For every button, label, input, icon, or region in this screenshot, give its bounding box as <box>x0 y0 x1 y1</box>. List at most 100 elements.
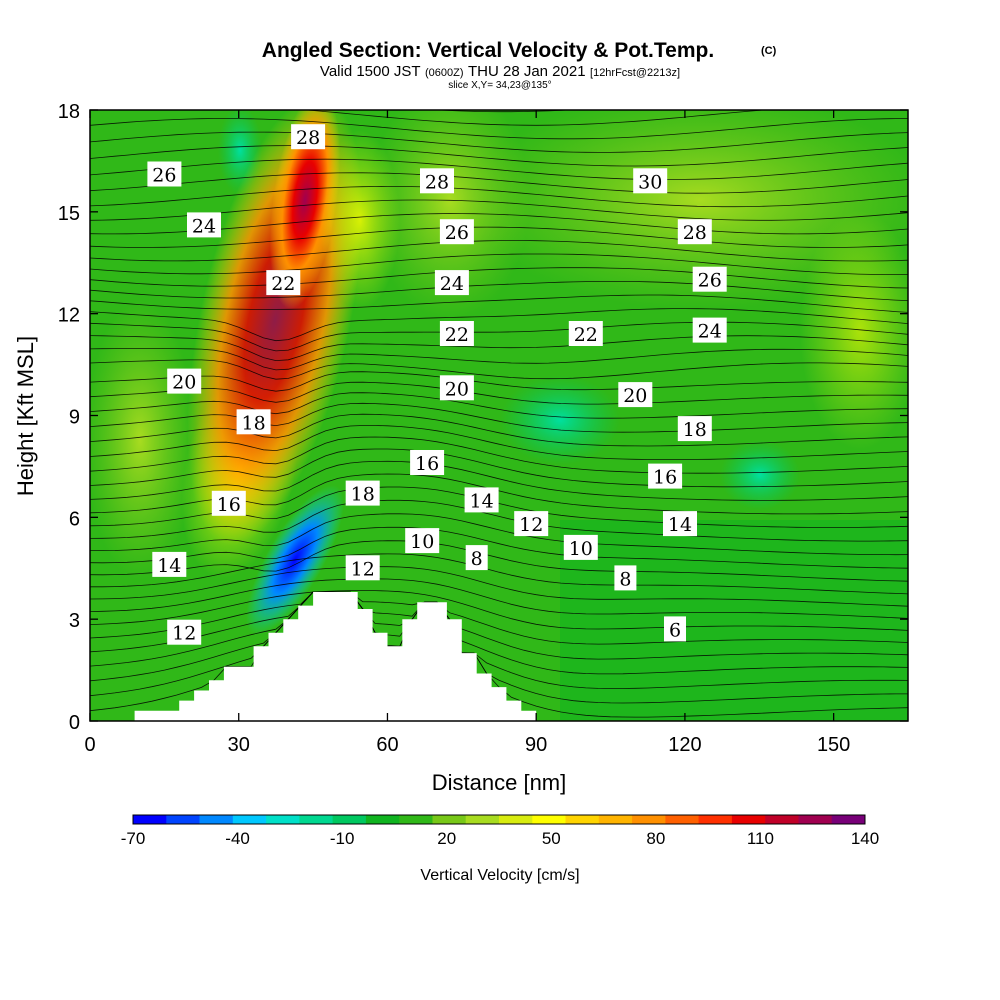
isentrope-line <box>90 526 908 569</box>
contour-label: 20 <box>439 375 474 401</box>
isentrope-line <box>90 118 908 140</box>
x-tick-label: 60 <box>376 734 398 756</box>
contour-label: 24 <box>434 270 469 296</box>
contour-label-text: 20 <box>445 378 469 400</box>
isentrope-line <box>90 308 908 342</box>
colorbar-tick-label: -10 <box>330 829 355 848</box>
colorbar-swatch <box>465 815 500 824</box>
contour-label: 16 <box>410 450 445 475</box>
contour-label-text: 18 <box>351 484 375 506</box>
contour-label: 28 <box>677 219 712 245</box>
contour-label-text: 28 <box>425 171 449 193</box>
isentrope-line <box>90 267 908 289</box>
colorbar-swatch <box>133 815 167 824</box>
isentrope-line <box>90 578 908 619</box>
isentrope-line <box>90 253 908 275</box>
contour-label: 18 <box>677 416 712 442</box>
velocity-region-green-lower-right <box>560 520 908 720</box>
isentrope-line <box>90 281 908 301</box>
isentrope-line <box>301 110 768 126</box>
x-axis-title: Distance [nm] <box>432 770 567 795</box>
contour-label-text: 22 <box>574 324 598 346</box>
isentrope-line <box>90 172 908 194</box>
isentrope-line <box>90 240 908 262</box>
colorbar-swatch <box>598 815 633 824</box>
title-mark: (C) <box>761 45 777 57</box>
pot-temp-contours <box>90 110 908 718</box>
colorbar: -70 -40 -10 20 50 80 110 140 <box>121 814 879 848</box>
contour-label-text: 12 <box>172 623 196 645</box>
contour-label: 8 <box>614 565 637 591</box>
y-axis-title: Height [Kft MSL] <box>13 336 38 496</box>
contour-label: 18 <box>345 480 380 506</box>
isentrope-line <box>90 381 908 405</box>
contour-label: 28 <box>291 124 326 150</box>
contour-label: 6 <box>664 616 686 642</box>
contour-label: 22 <box>439 321 474 346</box>
isentrope-line <box>90 540 908 582</box>
contour-label-text: 14 <box>668 514 692 536</box>
contour-label-text: 20 <box>172 372 196 394</box>
colorbar-swatch <box>432 815 467 824</box>
velocity-plume-yellow-upper <box>320 130 400 310</box>
colorbar-swatch <box>299 815 334 824</box>
x-tick-label: 0 <box>84 734 95 756</box>
contour-label: 26 <box>692 266 727 292</box>
y-tick-label: 18 <box>58 101 80 123</box>
isentrope-line <box>90 294 908 313</box>
y-tick-label: 3 <box>69 610 80 632</box>
isentrope-line <box>90 371 908 392</box>
contour-label: 14 <box>663 511 697 537</box>
x-tick-label: 90 <box>525 734 547 756</box>
contour-label-text: 16 <box>415 453 439 475</box>
isentrope-line <box>90 591 908 704</box>
isentrope-line <box>90 186 908 208</box>
contour-label-text: 20 <box>623 385 647 407</box>
contour-label: 12 <box>345 555 380 581</box>
isentrope-line <box>90 590 908 631</box>
velocity-region-teal-center <box>500 375 620 465</box>
colorbar-title: Vertical Velocity [cm/s] <box>420 867 579 884</box>
contour-label: 24 <box>187 212 221 238</box>
isentrope-line <box>90 591 908 645</box>
isentrope-line <box>90 566 908 607</box>
colorbar-swatch <box>499 815 533 824</box>
isentrope-line <box>90 402 908 433</box>
colorbar-swatch <box>399 815 433 824</box>
x-tick-label: 120 <box>668 734 701 756</box>
y-tick-label: 0 <box>69 712 80 734</box>
isentrope-line <box>90 145 908 167</box>
contour-label-text: 14 <box>157 555 181 577</box>
chart-header: Angled Section: Vertical Velocity & Pot.… <box>262 39 777 91</box>
isentrope-line <box>90 348 908 371</box>
contour-label-text: 30 <box>638 171 662 193</box>
isentrope-line <box>90 392 908 419</box>
isentrope-line <box>90 321 908 352</box>
colorbar-tick-label: 80 <box>646 829 665 848</box>
forecast-info: [12hrFcst@2213z] <box>590 67 680 79</box>
axes: 0 30 60 90 120 150 0 3 6 9 12 15 18 <box>58 101 908 756</box>
colorbar-tick-label: 140 <box>851 829 879 848</box>
colorbar-swatch <box>532 815 567 824</box>
contour-label-text: 12 <box>351 558 375 580</box>
contour-label-text: 26 <box>445 222 469 244</box>
contour-label-text: 24 <box>192 215 216 237</box>
contour-label: 16 <box>648 463 683 489</box>
contour-label: 22 <box>266 270 301 296</box>
contour-label-text: 18 <box>242 412 266 434</box>
contour-label-text: 22 <box>271 273 295 295</box>
contour-label: 10 <box>405 528 440 554</box>
colorbar-swatch <box>166 815 201 824</box>
colorbar-swatch <box>365 815 400 824</box>
contour-label-text: 26 <box>152 165 176 187</box>
isentrope-line <box>431 110 574 113</box>
contour-label: 26 <box>439 219 474 245</box>
contour-label-text: 22 <box>445 324 469 346</box>
colorbar-tick-label: 110 <box>747 829 774 848</box>
contour-label-text: 16 <box>217 494 241 516</box>
colorbar-swatch <box>565 815 600 824</box>
isentrope-line <box>90 335 908 362</box>
isentrope-line <box>90 499 908 542</box>
y-tick-label: 6 <box>69 508 80 530</box>
